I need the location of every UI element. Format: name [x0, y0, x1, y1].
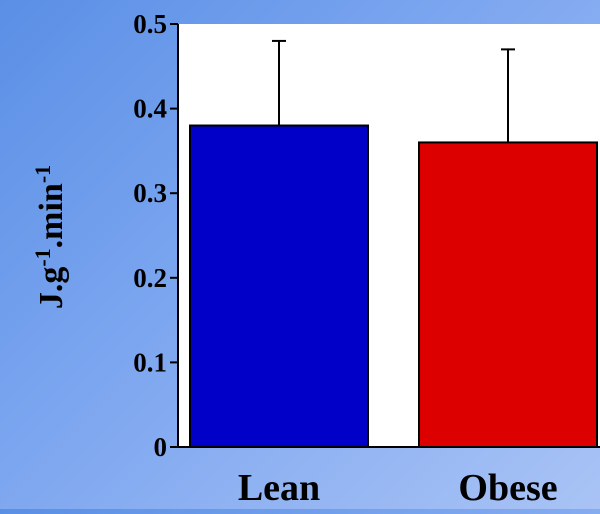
- y-axis-title-superscript: -1: [30, 248, 55, 266]
- y-axis-title-superscript: -1: [30, 165, 55, 183]
- y-tick-label: 0.5: [133, 9, 167, 39]
- x-tick-label-obese: Obese: [458, 467, 557, 509]
- y-axis-title-part: .min: [33, 183, 70, 248]
- y-tick-label: 0.4: [133, 94, 167, 124]
- y-tick-label: 0.3: [133, 178, 167, 208]
- y-tick-label: 0: [154, 432, 168, 462]
- x-tick-labels-layer: Lean Obese: [238, 467, 558, 509]
- bar-lean: [189, 124, 369, 449]
- bar-obese: [418, 141, 598, 448]
- y-ticks-layer: 0 0.1 0.2 0.3 0.4 0.5: [133, 9, 178, 462]
- error-bars-layer: [272, 39, 515, 143]
- y-tick-label: 0.1: [133, 347, 167, 377]
- y-tick-label: 0.2: [133, 263, 167, 293]
- y-axis-title-part: J.g: [33, 267, 70, 310]
- y-axis-title: J.g-1.min-1: [30, 165, 71, 309]
- x-tick-label-lean: Lean: [238, 467, 320, 509]
